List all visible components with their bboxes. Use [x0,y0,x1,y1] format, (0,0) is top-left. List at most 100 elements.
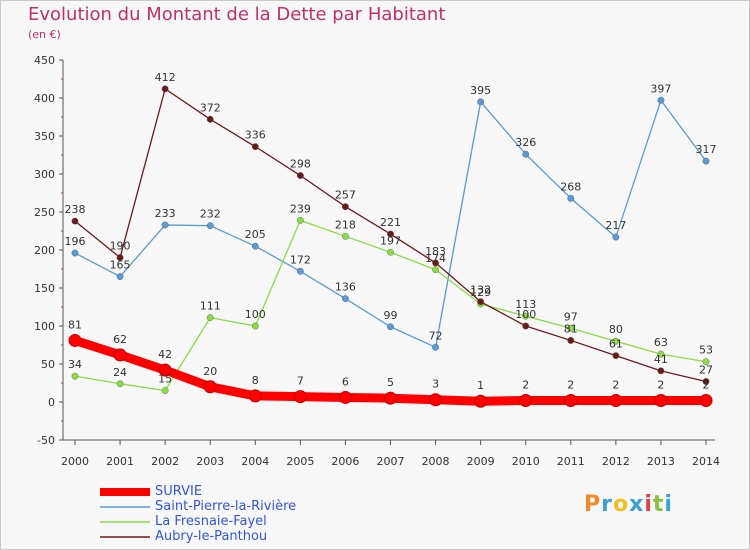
data-point [567,194,575,202]
data-label: 5 [387,376,394,389]
data-label: 317 [696,143,717,156]
data-point [612,352,620,360]
logo-letter: i [644,492,653,517]
proxiti-logo: Proxiti [584,492,673,517]
data-label: 100 [245,308,266,321]
data-point [206,314,214,322]
x-tick-label: 2012 [602,455,630,468]
data-point [161,85,169,93]
data-label: 34 [68,358,82,371]
data-label: 3 [432,378,439,391]
data-label: 81 [68,318,82,331]
data-label: 190 [110,240,131,253]
y-tick-label: 300 [34,168,55,181]
y-ticks: -50 0 50 100 150 200 250 300 350 400 450 [34,54,63,447]
data-point [206,222,214,230]
legend-label: SURVIE [155,484,203,499]
data-point [612,337,620,345]
data-label: 81 [564,322,578,335]
data-point [567,324,575,332]
data-label: 129 [470,286,491,299]
data-label: 20 [203,365,217,378]
data-label: 232 [200,208,221,221]
data-label: 412 [155,71,176,84]
x-tick-label: 2004 [241,455,269,468]
legend-label: Saint-Pierre-la-Rivière [155,499,297,514]
data-label: 298 [290,158,311,171]
data-point [387,248,394,256]
data-label: 233 [155,207,176,220]
data-label: 72 [429,329,443,342]
x-tick-label: 2007 [377,455,405,468]
data-point [522,312,530,320]
data-label: 53 [699,344,713,357]
data-label: 372 [200,101,221,114]
x-tick-label: 2002 [151,455,179,468]
data-label: 97 [564,310,578,323]
data-point [296,216,304,224]
data-point [657,350,665,358]
x-tick-label: 2009 [467,455,495,468]
data-point [296,267,304,275]
data-point [432,259,439,267]
x-tick-label: 2014 [692,455,720,468]
data-label: 165 [110,259,131,272]
legend [100,488,150,538]
data-point [161,221,169,229]
data-label: 100 [515,308,536,321]
data-label: 336 [245,129,266,142]
data-point [699,393,713,407]
data-point [296,172,304,179]
data-label: 172 [290,253,311,266]
x-ticks: 2000 2001 2002 2003 2004 2005 2006 2007 2008 2009… [61,440,720,468]
y-tick-label: 0 [48,396,55,409]
data-point [116,273,124,280]
data-point [519,393,533,407]
data-label: 239 [290,202,311,215]
data-point [293,390,307,404]
data-point [113,348,127,362]
data-point [251,242,259,250]
x-tick-label: 2001 [106,455,134,468]
data-point [206,115,214,123]
data-label: 397 [650,82,671,95]
data-point [116,380,124,388]
data-label: 136 [335,281,356,294]
data-point [474,394,488,408]
data-label: 1 [477,379,484,392]
data-point [702,358,710,366]
data-point [477,298,485,306]
y-tick-label: 100 [34,320,55,333]
logo-letter: o [612,492,630,517]
data-label: 42 [158,348,172,361]
data-point [248,389,262,403]
data-point [71,217,79,225]
data-label: 238 [65,203,86,216]
data-label: 197 [380,234,401,247]
logo-letter: r [601,492,613,517]
data-point [71,372,79,380]
legend-label: La Fresnaie-Fayel [155,514,267,529]
series-layer [68,85,713,408]
data-label: 395 [470,84,491,97]
data-point [251,143,259,151]
y-tick-label: 150 [34,282,55,295]
data-point [387,323,394,331]
chart-title: Evolution du Montant de la Dette par Hab… [28,4,446,25]
data-point [432,343,439,351]
data-label: 2 [567,378,574,391]
data-label: 217 [605,219,626,232]
logo-letter: i [664,492,673,517]
data-point [429,393,443,407]
data-label: 7 [297,375,304,388]
x-tick-label: 2008 [422,455,450,468]
data-label: 2 [703,378,710,391]
legend-label: Aubry-le-Panthou [155,529,268,544]
data-label: 221 [380,216,401,229]
data-label: 8 [252,374,259,387]
data-label: 113 [515,298,536,311]
data-label: 24 [113,366,127,379]
x-tick-label: 2005 [286,455,314,468]
logo-letter: x [629,492,645,517]
